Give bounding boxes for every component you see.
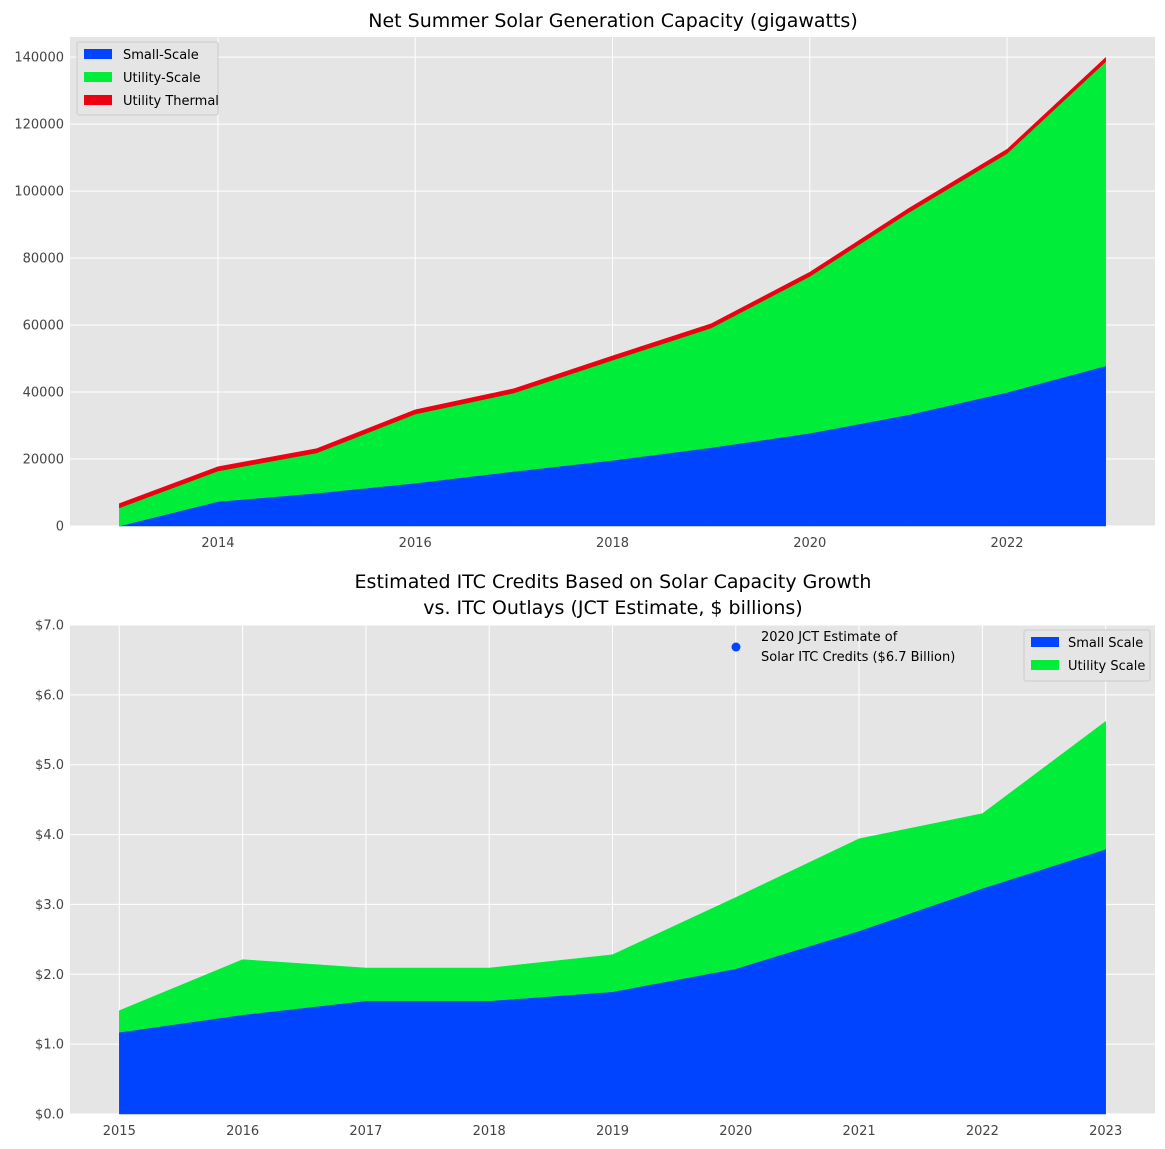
chart-1-title: Net Summer Solar Generation Capacity (gi… — [368, 10, 857, 32]
chart-2: Estimated ITC Credits Based on Solar Cap… — [35, 571, 1155, 1139]
chart-1-areas — [119, 56, 1106, 527]
chart-1-legend: Small-Scale Utility-Scale Utility Therma… — [76, 41, 219, 116]
chart-2-areas — [119, 720, 1106, 1115]
legend-marker-jct-estimate — [731, 642, 741, 652]
x-tick-label: 2022 — [966, 1124, 999, 1139]
area-utility-thermal — [119, 56, 1106, 509]
x-tick-label: 2016 — [399, 536, 432, 551]
legend-label-jct-estimate-line-1: 2020 JCT Estimate of — [761, 630, 898, 645]
y-tick-label: $7.0 — [35, 619, 64, 634]
legend-swatch-utility-thermal — [84, 95, 112, 105]
chart-1-legend-box — [76, 41, 219, 116]
y-tick-label: 140000 — [14, 51, 64, 66]
y-tick-label: 0 — [56, 520, 64, 535]
x-tick-label: 2020 — [793, 536, 826, 551]
y-tick-label: 40000 — [23, 386, 64, 401]
chart-2-scatter-legend: 2020 JCT Estimate of Solar ITC Credits (… — [731, 630, 955, 665]
legend-swatch-utility-scale-2 — [1031, 660, 1059, 670]
y-tick-label: $0.0 — [35, 1108, 64, 1123]
chart-2-title-line-1: Estimated ITC Credits Based on Solar Cap… — [355, 571, 872, 593]
y-tick-label: $2.0 — [35, 968, 64, 983]
x-tick-label: 2017 — [349, 1124, 382, 1139]
x-tick-label: 2014 — [201, 536, 234, 551]
y-tick-label: $6.0 — [35, 688, 64, 703]
chart-2-y-ticks: $0.0 $1.0 $2.0 $3.0 $4.0 $5.0 $6.0 $7.0 — [35, 619, 64, 1123]
y-tick-label: 60000 — [23, 319, 64, 334]
chart-1: Net Summer Solar Generation Capacity (gi… — [14, 10, 1155, 551]
legend-swatch-utility-scale — [84, 72, 112, 82]
x-tick-label: 2016 — [226, 1124, 259, 1139]
x-tick-label: 2018 — [473, 1124, 506, 1139]
legend-swatch-small-scale-2 — [1031, 637, 1059, 647]
legend-swatch-small-scale — [84, 49, 112, 59]
legend-label-small-scale-2: Small Scale — [1068, 636, 1143, 651]
y-tick-label: 20000 — [23, 453, 64, 468]
x-tick-label: 2023 — [1089, 1124, 1122, 1139]
legend-label-small-scale: Small-Scale — [123, 48, 199, 63]
y-tick-label: 80000 — [23, 252, 64, 267]
chart-2-title-line-2: vs. ITC Outlays (JCT Estimate, $ billion… — [423, 597, 802, 619]
chart-2-x-ticks: 2015 2016 2017 2018 2019 2020 2021 2022 2023 — [103, 1124, 1122, 1139]
y-tick-label: $3.0 — [35, 898, 64, 913]
legend-label-utility-scale-2: Utility Scale — [1068, 659, 1145, 674]
y-tick-label: $1.0 — [35, 1038, 64, 1053]
chart-2-legend: Small Scale Utility Scale — [1023, 629, 1151, 682]
x-tick-label: 2021 — [843, 1124, 876, 1139]
x-tick-label: 2015 — [103, 1124, 136, 1139]
chart-1-x-ticks: 2014 2016 2018 2020 2022 — [201, 536, 1023, 551]
area-utility-scale — [119, 720, 1106, 1033]
y-tick-label: 100000 — [14, 185, 64, 200]
y-tick-label: 120000 — [14, 118, 64, 133]
legend-label-utility-thermal: Utility Thermal — [123, 94, 219, 109]
y-tick-label: $4.0 — [35, 828, 64, 843]
chart-1-y-ticks: 0 20000 40000 60000 80000 100000 120000 140000 — [14, 51, 64, 535]
x-tick-label: 2022 — [990, 536, 1023, 551]
legend-label-jct-estimate-line-2: Solar ITC Credits ($6.7 Billion) — [761, 650, 955, 665]
x-tick-label: 2019 — [596, 1124, 629, 1139]
legend-label-utility-scale: Utility-Scale — [123, 71, 201, 86]
x-tick-label: 2018 — [596, 536, 629, 551]
y-tick-label: $5.0 — [35, 758, 64, 773]
x-tick-label: 2020 — [719, 1124, 752, 1139]
